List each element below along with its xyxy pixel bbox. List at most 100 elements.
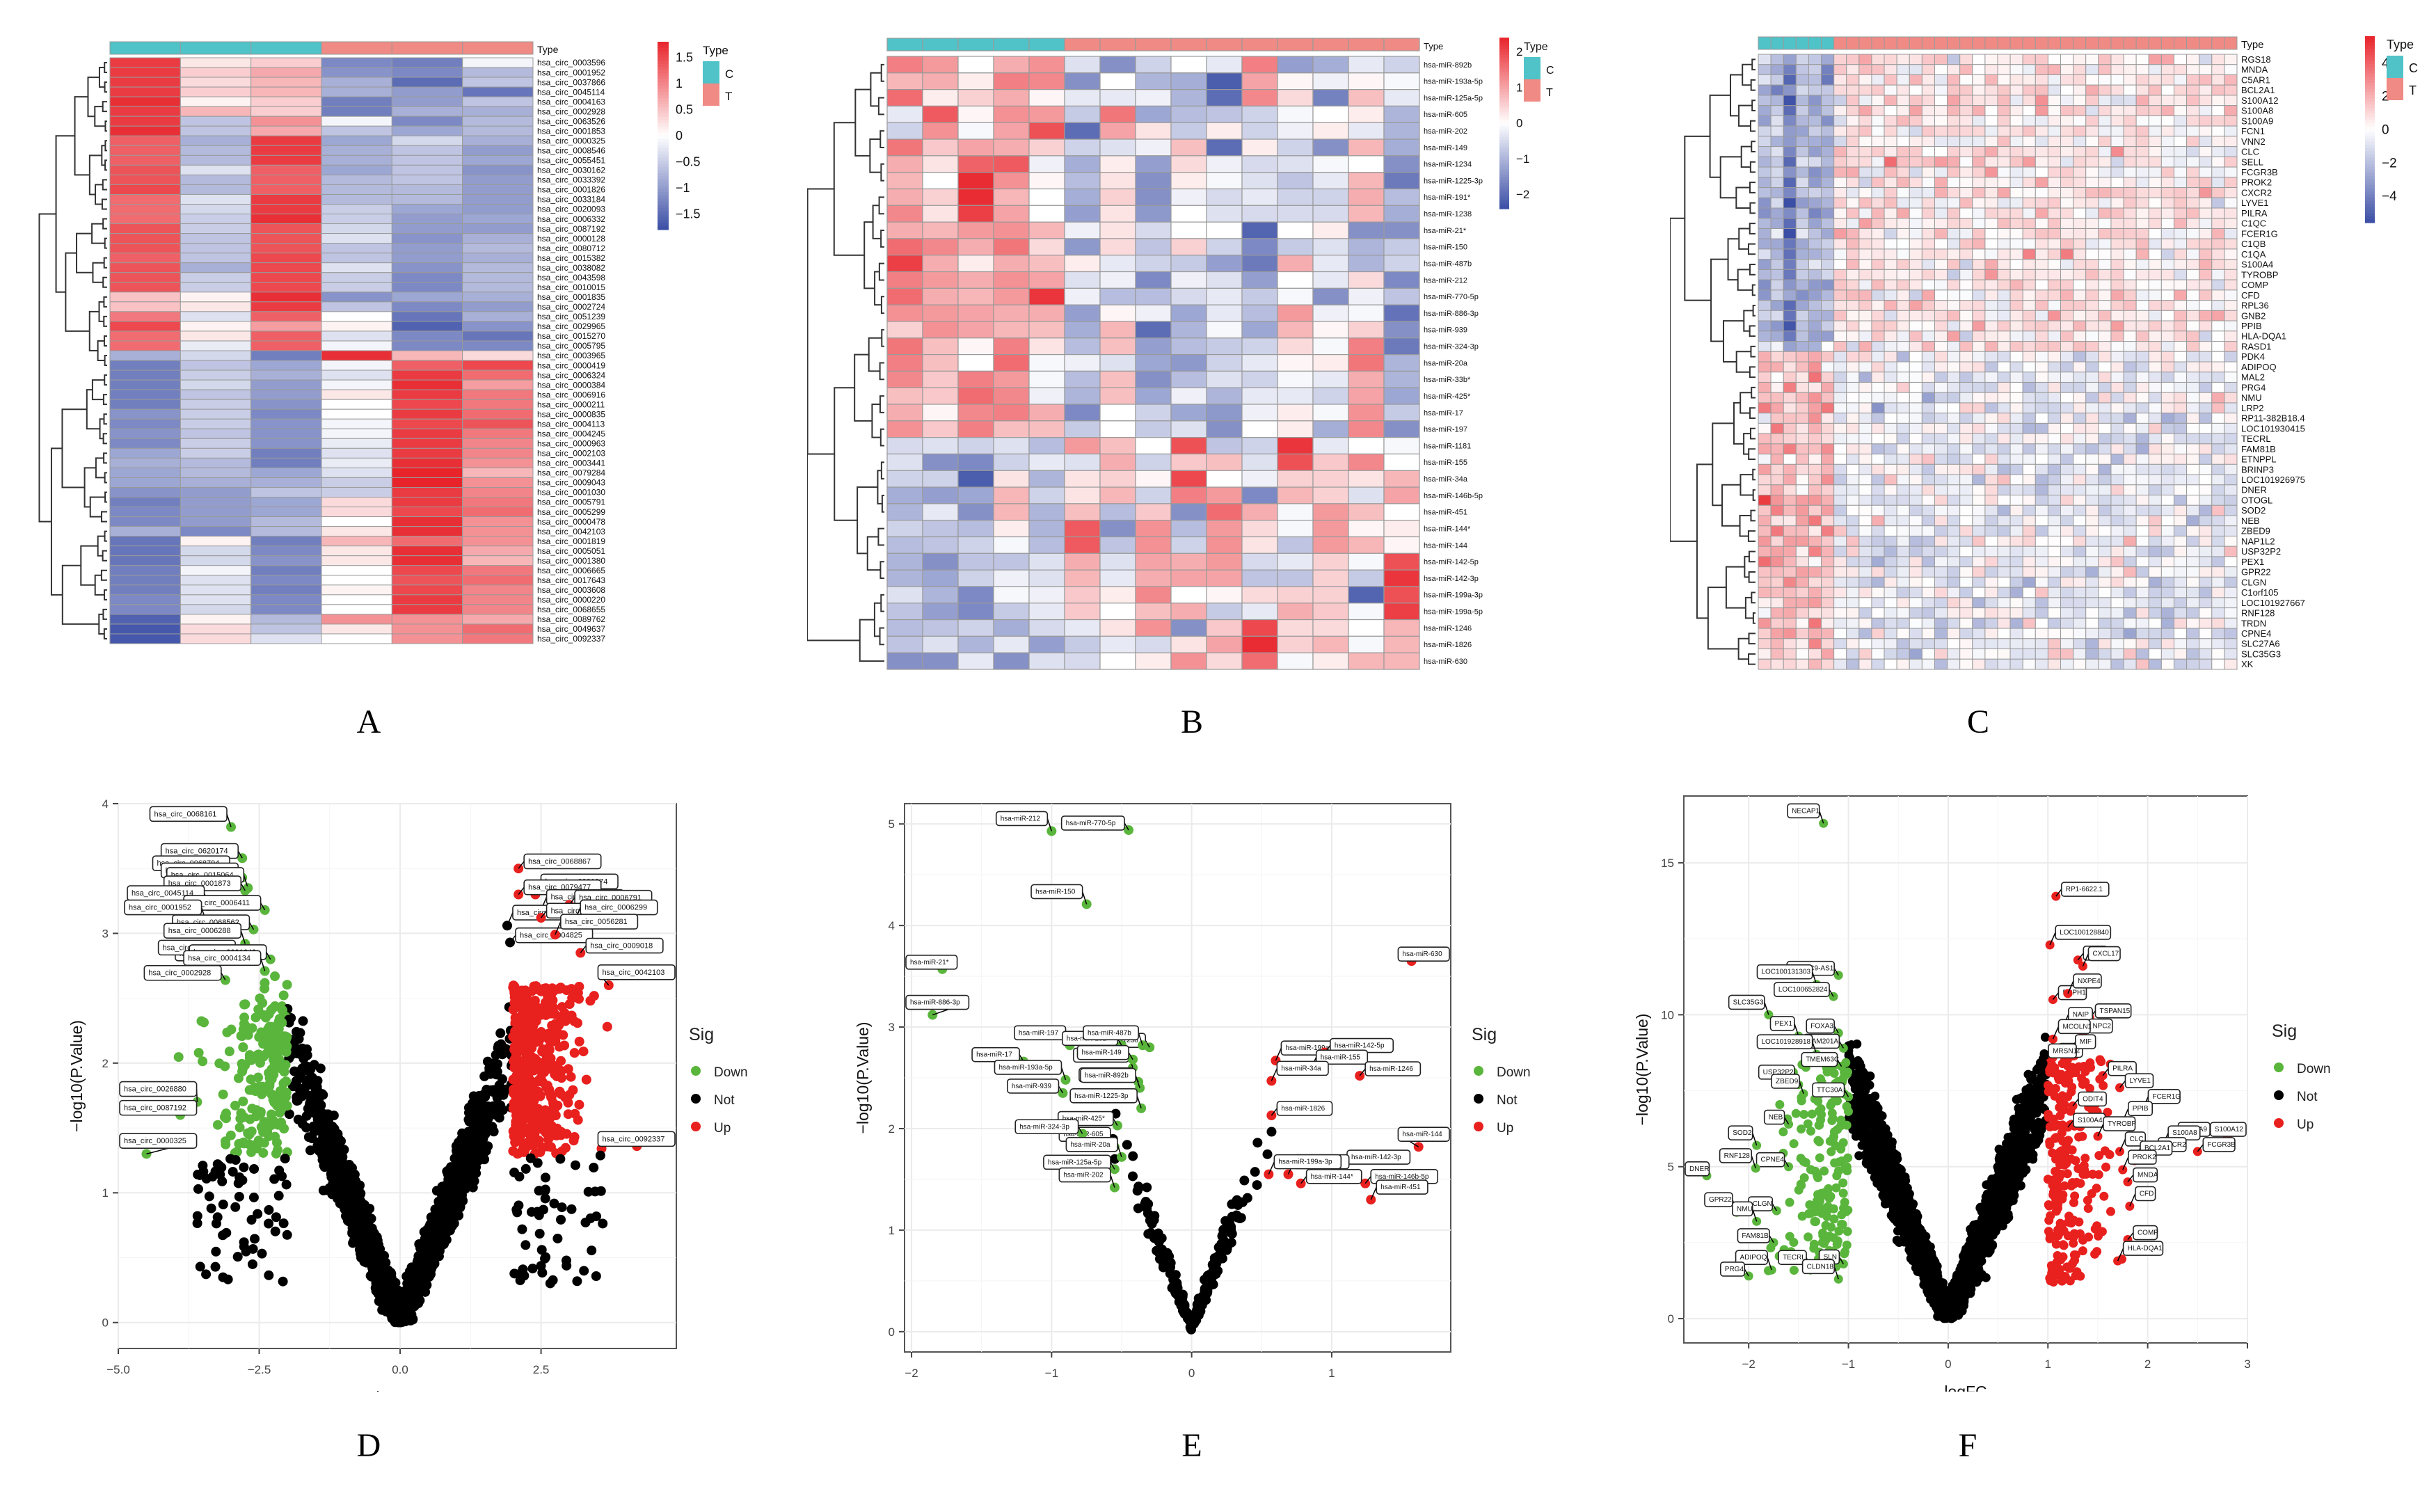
heatmap-cell xyxy=(1947,628,1961,639)
heatmap-cell xyxy=(1028,387,1065,405)
dendrogram-branch xyxy=(104,81,107,93)
heatmap-cell xyxy=(2160,454,2174,465)
volcano-d-svg: hsa_circ_0068161hsa_circ_0620174hsa_circ… xyxy=(67,797,748,1406)
heatmap-cell xyxy=(2047,587,2062,598)
heatmap-cell xyxy=(1783,259,1797,270)
heatmap-cell xyxy=(2211,156,2225,168)
heatmap-cell xyxy=(2148,515,2162,527)
heatmap-cell xyxy=(1909,269,1922,280)
heatmap-cell xyxy=(109,301,181,312)
heatmap-cell xyxy=(1770,597,1784,609)
heatmap-cell xyxy=(1758,392,1772,404)
heatmap-cell xyxy=(1758,105,1772,116)
heatmap-cell xyxy=(1921,474,1935,486)
heatmap-cell xyxy=(1099,404,1136,422)
heatmap-cell xyxy=(2224,279,2238,291)
heatmap-cell xyxy=(250,399,322,410)
colorbar-tick-label: −2 xyxy=(1516,188,1529,201)
heatmap-cell xyxy=(2098,597,2112,609)
heatmap-cell xyxy=(1972,207,1986,219)
heatmap-cell xyxy=(2047,320,2062,332)
dendrogram-branch xyxy=(1707,587,1739,650)
heatmap-cell xyxy=(2022,617,2036,629)
annotation-cell xyxy=(1909,36,1922,50)
heatmap-cell xyxy=(1934,454,1948,465)
row-label: CFD xyxy=(2241,290,2260,301)
heatmap-cell xyxy=(2211,351,2225,363)
heatmap-cell xyxy=(1997,443,2011,455)
heatmap-cell xyxy=(922,520,959,538)
heatmap-cell xyxy=(109,154,181,166)
colorbar-segment xyxy=(658,142,669,146)
heatmap-cell xyxy=(1846,289,1860,301)
row-label: hsa_circ_0045114 xyxy=(537,87,605,97)
heatmap-cell xyxy=(1277,205,1314,223)
heatmap-cell xyxy=(2160,495,2174,506)
heatmap-cell xyxy=(886,205,923,223)
heatmap-cell xyxy=(957,619,994,637)
colorbar-segment xyxy=(658,176,669,180)
heatmap-cell xyxy=(1959,433,1973,445)
heatmap-cell xyxy=(1099,353,1136,372)
heatmap-cell xyxy=(462,321,534,332)
heatmap-cell xyxy=(391,67,463,78)
heatmap-cell xyxy=(2173,115,2188,127)
heatmap-cell xyxy=(1808,648,1822,660)
heatmap-cell xyxy=(1984,95,1998,106)
heatmap-cell xyxy=(109,408,181,420)
heatmap-cell xyxy=(1783,300,1797,311)
heatmap-cell xyxy=(180,516,252,527)
heatmap-cell xyxy=(2047,207,2062,219)
heatmap-cell xyxy=(1795,228,1809,239)
heatmap-cell xyxy=(2009,238,2023,250)
heatmap-cell xyxy=(1934,433,1948,445)
heatmap-cell xyxy=(2035,433,2048,445)
heatmap-cell xyxy=(2035,248,2048,260)
heatmap-cell xyxy=(1959,156,1973,168)
row-label: hsa_circ_0000128 xyxy=(537,234,605,244)
heatmap-cell xyxy=(1984,156,1998,168)
heatmap-cell xyxy=(2035,484,2048,496)
heatmap-cell xyxy=(321,67,392,78)
dendrogram-branch xyxy=(1735,186,1751,209)
heatmap-cell xyxy=(1896,218,1910,229)
heatmap-cell xyxy=(957,271,994,289)
heatmap-cell xyxy=(1959,259,1973,270)
heatmap-cell xyxy=(462,233,534,244)
colorbar-segment xyxy=(2365,164,2375,168)
heatmap-cell xyxy=(1997,361,2011,373)
annotation-cell xyxy=(1783,36,1797,50)
heatmap-cell xyxy=(1884,617,1897,629)
row-label: RGS18 xyxy=(2241,54,2271,65)
heatmap-cell xyxy=(1028,255,1065,273)
heatmap-cell xyxy=(1758,146,1772,157)
heatmap-cell xyxy=(2035,64,2048,75)
heatmap-cell xyxy=(1997,566,2011,578)
colorbar-segment xyxy=(658,223,669,228)
heatmap-cell xyxy=(1871,54,1885,65)
heatmap-cell xyxy=(1984,463,1998,475)
heatmap-cell xyxy=(2123,617,2137,629)
heatmap-cell xyxy=(1808,607,1822,619)
heatmap-cell xyxy=(1909,105,1922,116)
heatmap-cell xyxy=(1206,603,1243,621)
heatmap-cell xyxy=(1896,392,1910,404)
heatmap-cell xyxy=(1997,504,2011,516)
heatmap-cell xyxy=(1921,402,1935,414)
heatmap-cell xyxy=(1984,535,1998,547)
heatmap-cell xyxy=(1896,546,1910,557)
heatmap-cell xyxy=(1959,105,1973,116)
heatmap-cell xyxy=(1871,228,1885,239)
heatmap-cell xyxy=(993,370,1030,388)
row-label: hsa_circ_0002724 xyxy=(537,302,605,312)
heatmap-cell xyxy=(1934,617,1948,629)
heatmap-cell xyxy=(1783,372,1797,383)
heatmap-cell xyxy=(2224,413,2238,424)
heatmap-cell xyxy=(2073,74,2087,86)
heatmap-cell xyxy=(1348,287,1385,305)
heatmap-cell xyxy=(2060,392,2074,404)
heatmap-cell xyxy=(1770,207,1784,219)
row-label: hsa_circ_0063526 xyxy=(537,116,605,126)
heatmap-cell xyxy=(2073,136,2087,148)
heatmap-cell xyxy=(321,467,392,478)
